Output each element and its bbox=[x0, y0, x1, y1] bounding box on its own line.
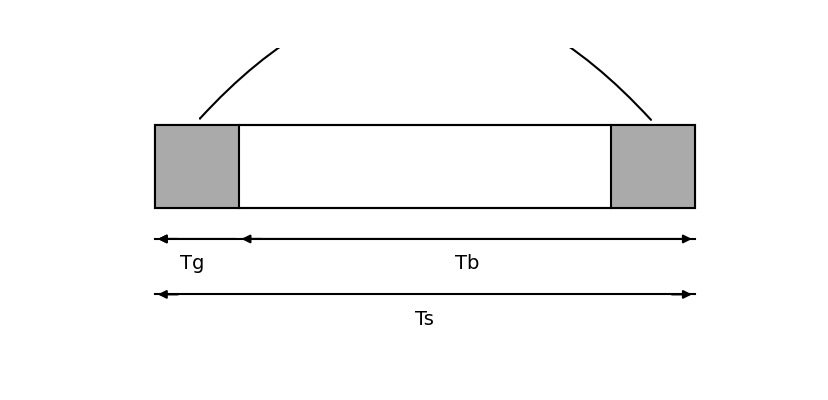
Bar bbox=[155, 125, 694, 208]
Text: Ts: Ts bbox=[415, 310, 434, 329]
Text: Tb: Tb bbox=[454, 254, 479, 273]
Bar bbox=[155, 125, 694, 208]
FancyArrowPatch shape bbox=[200, 0, 650, 120]
Bar bbox=[610, 125, 694, 208]
Bar bbox=[155, 125, 238, 208]
Text: Tg: Tg bbox=[181, 254, 205, 273]
